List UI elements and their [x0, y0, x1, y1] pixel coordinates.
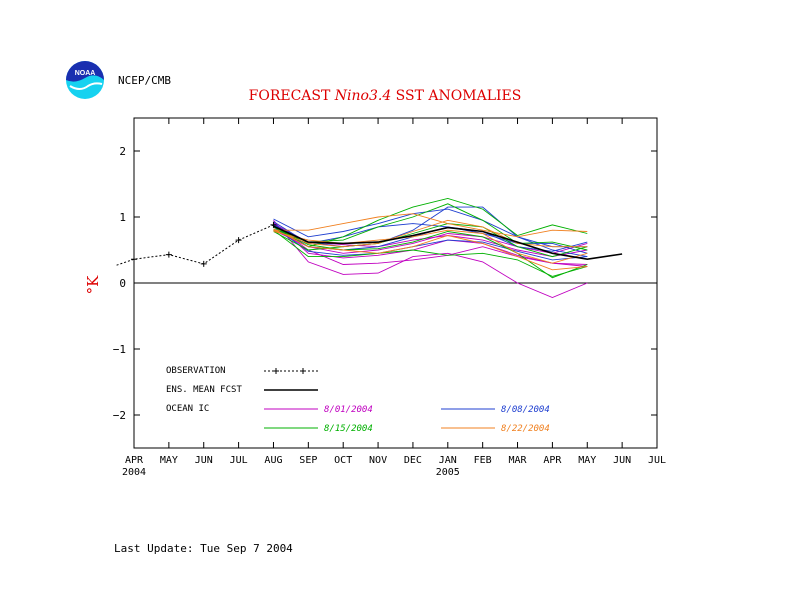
x-tick-label: MAR	[509, 455, 528, 466]
x-tick-label: JUN	[195, 455, 213, 466]
noaa-logo-text: NOAA	[75, 70, 96, 77]
member-line-ic_0822	[273, 229, 588, 264]
x-tick-label: FEB	[474, 455, 492, 466]
x-tick-label: APR	[543, 455, 562, 466]
member-line-ic_0815	[273, 198, 588, 248]
member-line-ic_0801	[273, 224, 588, 265]
x-tick-label: JUL	[648, 455, 666, 466]
legend-ocean-ic-label: OCEAN IC	[166, 404, 209, 414]
legend-ensmean-label: ENS. MEAN FCST	[166, 385, 242, 395]
member-line-ic_0801	[273, 221, 588, 267]
x-year-label: 2004	[122, 467, 146, 478]
x-tick-label: MAY	[160, 455, 178, 466]
x-tick-label: MAY	[578, 455, 596, 466]
member-line-ic_0822	[273, 213, 588, 238]
axes: −2 −1 0 1 2 APR MAY JUN JUL AUG SEP OCT NOV DEC JAN FEB…	[113, 118, 666, 478]
org-label: NCEP/CMB	[118, 74, 171, 87]
member-line-ic_0822	[273, 228, 588, 271]
legend-observation-label: OBSERVATION	[166, 366, 226, 376]
noaa-logo-sky	[66, 61, 104, 82]
observation-point	[200, 260, 207, 267]
legend-label-ic_0801: 8/01/2004	[324, 405, 373, 415]
chart-title: FORECAST Nino3.4 SST ANOMALIES	[249, 88, 522, 104]
y-tick-label: 0	[119, 277, 126, 290]
ensemble-mean-line	[273, 225, 623, 261]
observation-point	[165, 251, 172, 258]
title-suffix: SST ANOMALIES	[391, 88, 521, 104]
observation-point	[235, 237, 242, 244]
legend-observation-marker	[273, 368, 279, 374]
x-tick-label: JUN	[613, 455, 631, 466]
legend-label-ic_0822: 8/22/2004	[501, 424, 550, 434]
observation-line	[116, 224, 274, 266]
title-prefix: FORECAST	[249, 88, 335, 104]
legend-label-ic_0808: 8/08/2004	[501, 405, 550, 415]
member-line-ic_0808	[273, 221, 588, 252]
noaa-logo: NOAA	[66, 61, 104, 99]
observation-point	[131, 256, 137, 263]
x-tick-label: JUL	[230, 455, 248, 466]
x-tick-label: APR	[125, 455, 144, 466]
x-tick-label: AUG	[264, 455, 282, 466]
noaa-logo-wave	[69, 82, 103, 90]
last-update: Last Update: Tue Sep 7 2004	[114, 542, 293, 555]
x-tick-label: NOV	[369, 455, 387, 466]
observation-point	[270, 221, 277, 228]
member-line-ic_0801	[273, 229, 588, 254]
x-tick-label: SEP	[299, 455, 317, 466]
x-year-label: 2005	[436, 467, 460, 478]
member-line-ic_0822	[273, 219, 588, 248]
y-tick-label: 1	[119, 211, 126, 224]
member-line-ic_0801	[273, 220, 588, 298]
legend-label-ic_0815: 8/15/2004	[324, 424, 373, 434]
member-line-ic_0815	[273, 203, 588, 251]
x-tick-label: OCT	[334, 455, 352, 466]
member-line-ic_0808	[273, 208, 588, 248]
legend-observation-marker	[300, 368, 306, 374]
x-tick-label: JAN	[439, 455, 457, 466]
y-tick-label: −1	[113, 343, 126, 356]
x-tick-label: DEC	[404, 455, 422, 466]
title-italic: Nino3.4	[334, 88, 391, 104]
member-line-ic_0815	[273, 225, 588, 279]
member-line-ic_0808	[273, 226, 588, 261]
legend: OBSERVATION ENS. MEAN FCST OCEAN IC 8/01/20…	[166, 366, 550, 434]
y-tick-label: 2	[119, 145, 126, 158]
member-line-ic_0815	[273, 229, 588, 277]
y-axis-label: °K	[84, 275, 102, 295]
y-tick-label: −2	[113, 409, 126, 422]
series-group	[116, 198, 623, 298]
